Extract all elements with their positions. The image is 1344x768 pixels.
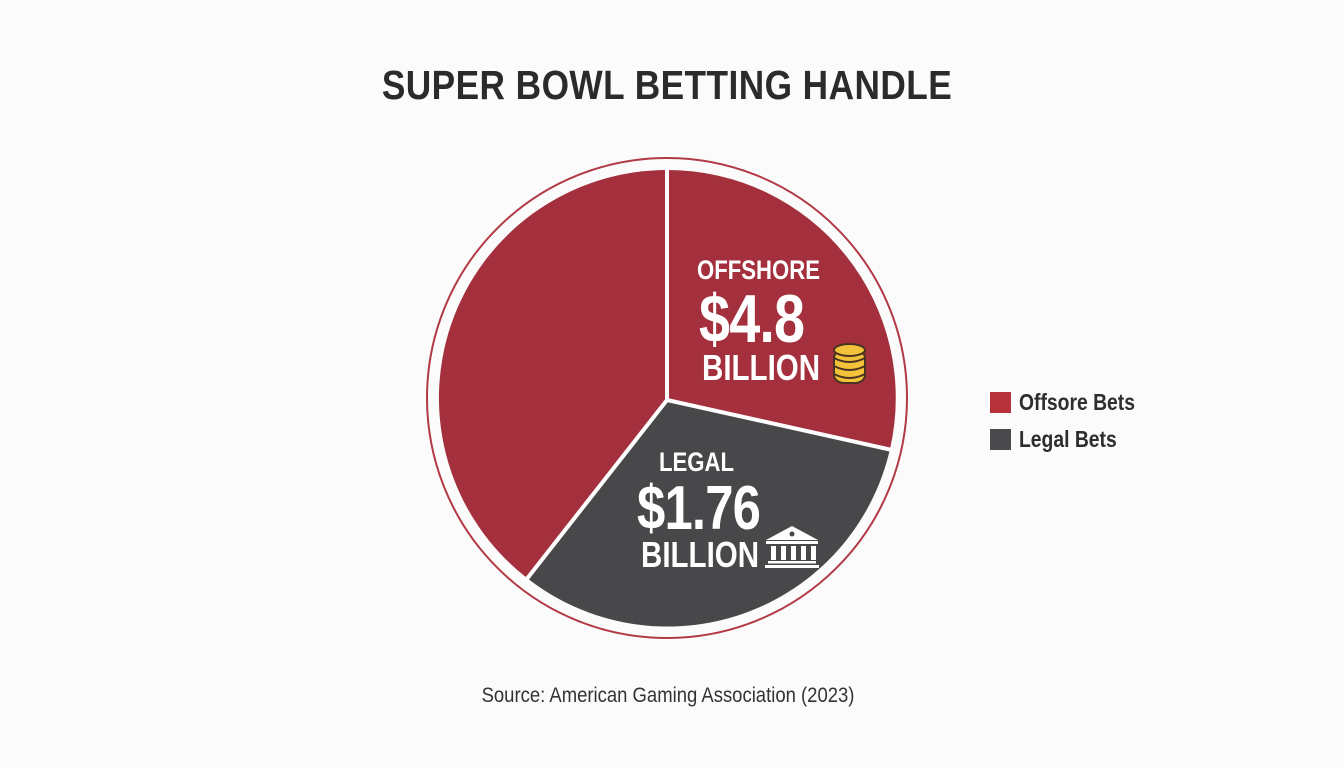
legend-label-legal: Legal Bets <box>1019 426 1117 452</box>
source-caption: Source: American Gaming Association (202… <box>481 684 855 707</box>
legal-category-label: LEGAL <box>659 447 735 477</box>
chart-title: SUPER BOWL BETTING HANDLE <box>381 62 953 108</box>
slice-divider <box>524 398 669 582</box>
slice-divider <box>666 398 893 452</box>
offshore-unit-label: BILLION <box>702 347 821 388</box>
legend-swatch-offshore <box>990 392 1011 413</box>
legal-unit-label: BILLION <box>641 534 760 575</box>
chart-legend: Offsore Bets Legal Bets <box>990 384 1157 458</box>
bank-building-icon <box>765 526 819 568</box>
offshore-category-label: OFFSHORE <box>697 255 821 285</box>
pie-slice-legal <box>527 400 890 627</box>
legend-label-offshore: Offsore Bets <box>1019 389 1135 415</box>
pie-outer-ring <box>426 157 908 639</box>
legend-item-offshore: Offsore Bets <box>990 384 1157 421</box>
legend-item-legal: Legal Bets <box>990 421 1157 458</box>
pie-slice-offshore-left <box>438 170 667 578</box>
legend-swatch-legal <box>990 429 1011 450</box>
offshore-amount-label: $4.8 <box>699 281 805 357</box>
coin-stack-icon <box>833 343 866 384</box>
legal-amount-label: $1.76 <box>637 474 761 543</box>
